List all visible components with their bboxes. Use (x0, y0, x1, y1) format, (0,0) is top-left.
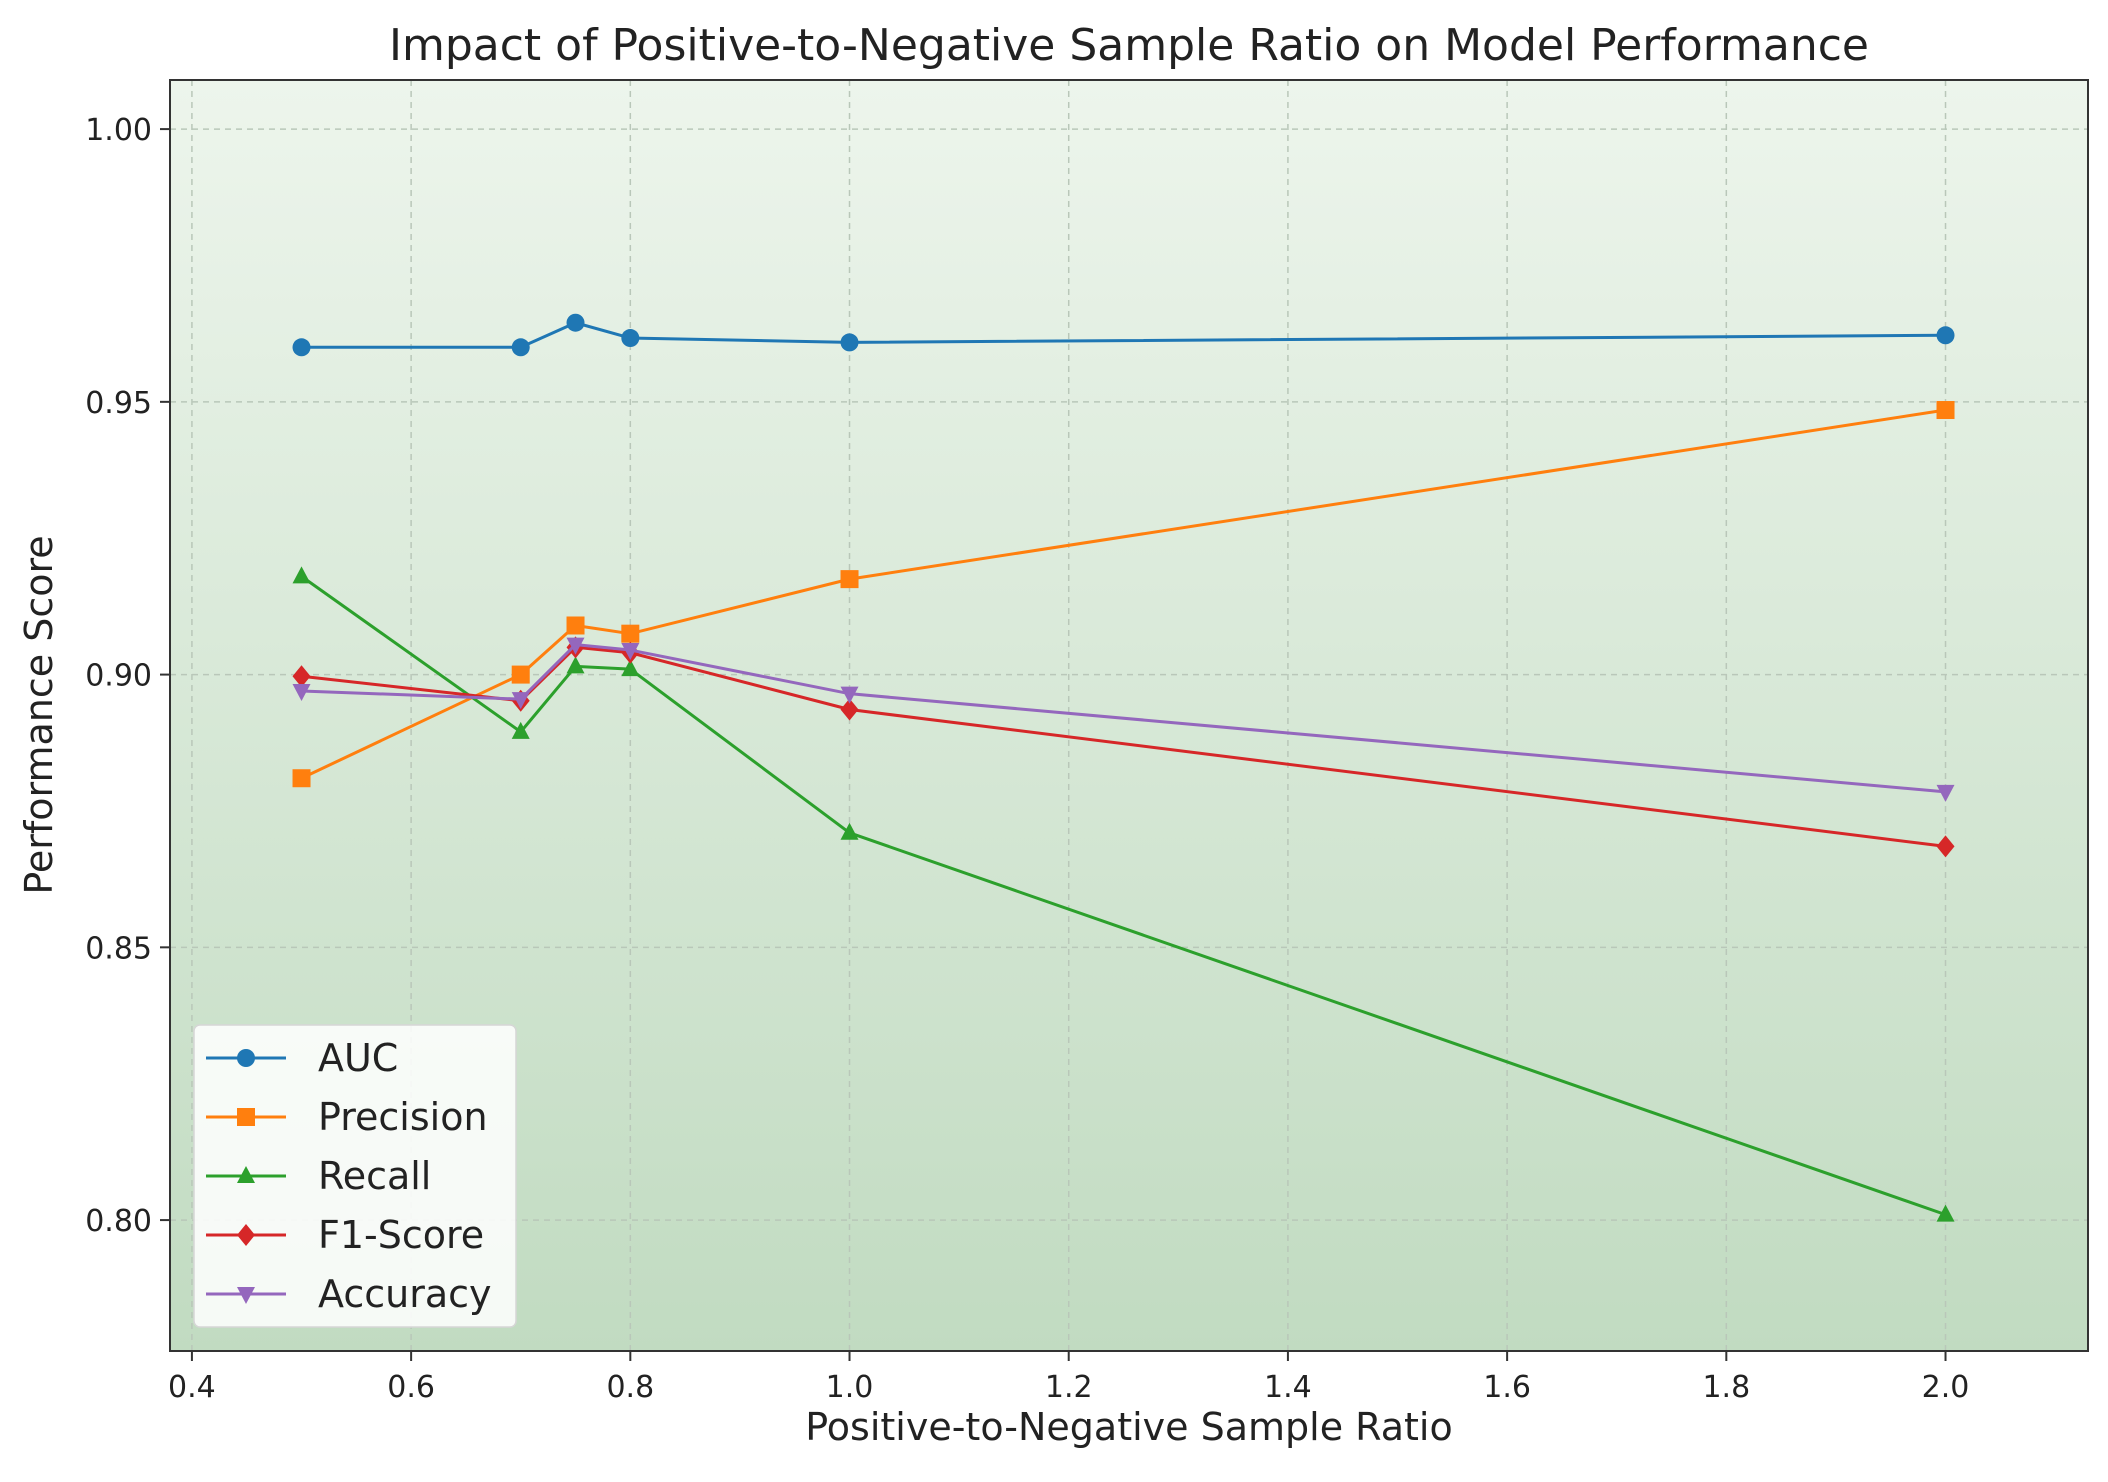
series-recall (292, 566, 1955, 1222)
recall-point-4 (840, 822, 859, 840)
chart-title: Impact of Positive-to-Negative Sample Ra… (389, 20, 1869, 71)
f1-score-point-5 (1936, 835, 1955, 858)
auc-point-5 (1936, 326, 1955, 345)
x-tick-label-7: 1.8 (1702, 1370, 1750, 1405)
plot-frame (169, 79, 2089, 1352)
precision-point-5 (1936, 401, 1955, 420)
accuracy-point-3 (621, 643, 640, 661)
legend-label-recall: Recall (318, 1154, 431, 1198)
x-tick-label-4: 1.2 (1045, 1370, 1093, 1405)
auc-point-3 (621, 329, 640, 348)
legend-entry-precision: Precision (206, 1095, 488, 1139)
y-tick-label-0: 0.80 (85, 1204, 152, 1239)
recall-point-3 (621, 659, 640, 677)
legend-label-auc: AUC (318, 1036, 398, 1080)
series-lines (292, 313, 1955, 1222)
f1-score-point-4 (840, 698, 859, 721)
legend-marker-recall (237, 1166, 255, 1183)
accuracy-point-0 (292, 683, 311, 701)
accuracy-point-5 (1936, 784, 1955, 802)
precision-point-4 (840, 570, 859, 589)
accuracy-point-2 (566, 637, 585, 655)
grid (170, 80, 2088, 1351)
accuracy-point-4 (840, 686, 859, 704)
y-axis-label: Performance Score (17, 535, 61, 894)
legend-marker-precision (237, 1108, 255, 1126)
precision-line (300, 408, 1946, 780)
legend-entry-accuracy: Accuracy (206, 1272, 492, 1316)
precision-point-2 (566, 616, 585, 635)
x-tick-label-2: 0.8 (606, 1370, 654, 1405)
accuracy-point-1 (511, 692, 530, 710)
legend-entry-auc: AUC (206, 1036, 398, 1080)
x-tick-label-0: 0.4 (168, 1370, 216, 1405)
recall-point-1 (511, 721, 530, 739)
accuracy-line (301, 643, 1946, 794)
legend-marker-auc (237, 1049, 255, 1067)
legend-label-f1-score: F1-Score (318, 1213, 484, 1257)
legend: AUC Precision Recall F1-Score Accuracy (193, 1024, 517, 1328)
x-tick-label-5: 1.4 (1264, 1370, 1312, 1405)
y-tick-label-1: 0.85 (85, 931, 152, 966)
series-accuracy (292, 637, 1955, 802)
recall-point-2 (566, 656, 585, 674)
legend-label-precision: Precision (318, 1095, 488, 1139)
axis-ticks: 0.4 0.6 0.8 1.0 1.2 1.4 1.6 1.8 2.0 0.80 0.85 0.90 0… (85, 113, 1969, 1405)
legend-box (193, 1024, 517, 1328)
auc-line (301, 321, 1946, 349)
series-precision (292, 401, 1955, 788)
legend-label-accuracy: Accuracy (318, 1272, 492, 1316)
series-auc (292, 313, 1955, 357)
x-tick-label-3: 1.0 (826, 1370, 874, 1405)
legend-entry-recall: Recall (206, 1154, 431, 1198)
x-tick-label-8: 2.0 (1922, 1370, 1970, 1405)
y-tick-label-4: 1.00 (85, 113, 152, 148)
precision-point-3 (621, 624, 640, 643)
x-axis-label: Positive-to-Negative Sample Ratio (805, 1405, 1453, 1449)
legend-entry-f1-score: F1-Score (206, 1213, 484, 1257)
auc-point-1 (511, 338, 530, 357)
f1-score-point-0 (292, 665, 311, 688)
auc-point-2 (566, 313, 585, 332)
precision-point-0 (292, 769, 311, 788)
y-tick-label-3: 0.95 (85, 386, 152, 421)
x-tick-label-1: 0.6 (387, 1370, 435, 1405)
legend-marker-accuracy (237, 1287, 255, 1304)
recall-point-5 (1936, 1204, 1955, 1222)
y-tick-label-2: 0.90 (85, 659, 152, 694)
recall-point-0 (292, 566, 311, 584)
auc-point-0 (292, 338, 311, 357)
precision-point-1 (511, 665, 530, 684)
legend-marker-f1-score (237, 1224, 255, 1246)
x-tick-label-6: 1.6 (1483, 1370, 1531, 1405)
recall-line (300, 575, 1947, 1217)
auc-point-4 (840, 333, 859, 352)
